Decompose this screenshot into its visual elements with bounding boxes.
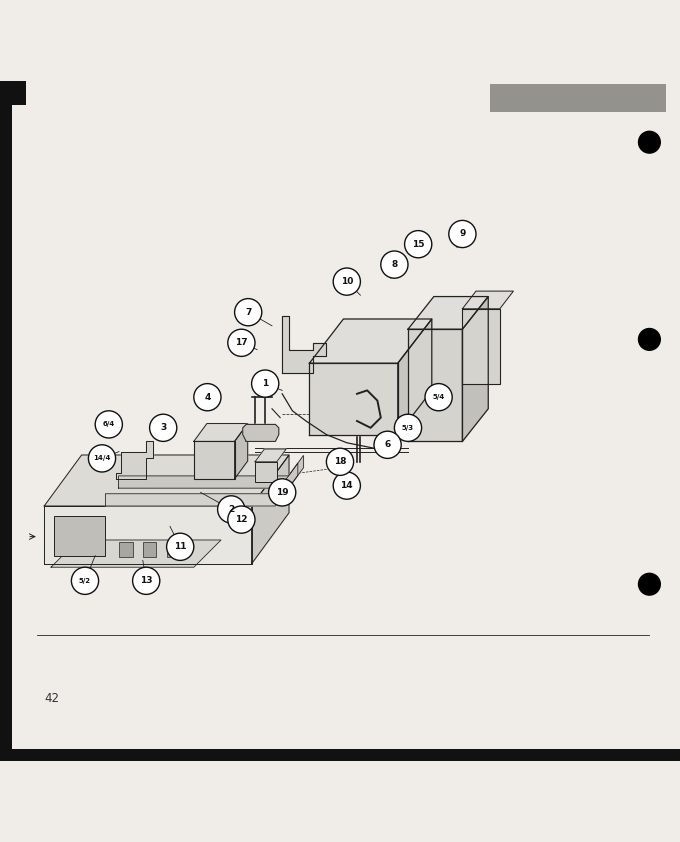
Text: 13: 13 [140, 576, 152, 585]
Circle shape [639, 573, 660, 595]
Polygon shape [462, 296, 488, 441]
Text: 6/4: 6/4 [103, 421, 115, 428]
Bar [255, 461, 277, 482]
Bar [462, 309, 500, 384]
Text: 15: 15 [412, 240, 424, 248]
Circle shape [228, 506, 255, 533]
Polygon shape [118, 456, 303, 488]
Circle shape [88, 445, 116, 472]
Text: 1: 1 [262, 379, 269, 388]
Circle shape [374, 431, 401, 458]
Text: 12: 12 [235, 515, 248, 524]
Polygon shape [398, 319, 432, 434]
Circle shape [333, 472, 360, 499]
Circle shape [394, 414, 422, 441]
Bar [54, 516, 105, 556]
Text: 6: 6 [384, 440, 391, 450]
Circle shape [194, 384, 221, 411]
Circle shape [218, 496, 245, 523]
Circle shape [405, 231, 432, 258]
Circle shape [133, 568, 160, 594]
Circle shape [326, 448, 354, 476]
Bar [194, 441, 235, 479]
Text: 14/4: 14/4 [93, 456, 111, 461]
Polygon shape [408, 329, 462, 441]
Circle shape [449, 221, 476, 248]
Circle shape [95, 411, 122, 438]
Polygon shape [235, 424, 248, 479]
Polygon shape [255, 449, 286, 461]
Text: 11: 11 [174, 542, 186, 552]
Circle shape [333, 268, 360, 296]
Bar [0, 749, 680, 761]
Polygon shape [282, 316, 326, 373]
Text: 5/4: 5/4 [432, 394, 445, 400]
Bar [119, 542, 133, 557]
Bar [143, 542, 156, 557]
Text: 7: 7 [245, 307, 252, 317]
Text: 2: 2 [228, 505, 235, 514]
Polygon shape [194, 424, 248, 441]
Polygon shape [243, 424, 279, 441]
Text: 18: 18 [334, 457, 346, 466]
Circle shape [167, 533, 194, 561]
Circle shape [228, 329, 255, 356]
Circle shape [235, 299, 262, 326]
Circle shape [252, 370, 279, 397]
Text: 8: 8 [391, 260, 398, 269]
Polygon shape [105, 463, 298, 506]
Bar [490, 84, 666, 112]
Polygon shape [44, 455, 289, 506]
Polygon shape [44, 506, 252, 564]
Bar [167, 542, 180, 557]
Text: 9: 9 [459, 230, 466, 238]
Circle shape [381, 251, 408, 278]
Text: 42: 42 [44, 692, 59, 706]
Polygon shape [51, 540, 221, 568]
Circle shape [269, 479, 296, 506]
Text: 17: 17 [235, 338, 248, 347]
Circle shape [425, 384, 452, 411]
Text: 4: 4 [204, 392, 211, 402]
Polygon shape [462, 291, 513, 309]
Circle shape [71, 568, 99, 594]
Circle shape [639, 328, 660, 350]
Circle shape [150, 414, 177, 441]
Text: 10: 10 [341, 277, 353, 286]
Text: 14: 14 [341, 481, 353, 490]
Text: 5/2: 5/2 [79, 578, 91, 584]
Text: 5/3: 5/3 [402, 425, 414, 431]
Polygon shape [309, 319, 432, 363]
Circle shape [639, 131, 660, 153]
Polygon shape [309, 363, 398, 434]
Text: 19: 19 [276, 488, 288, 497]
Polygon shape [116, 441, 153, 479]
Bar [0, 81, 26, 104]
Polygon shape [252, 455, 289, 564]
Text: 3: 3 [160, 424, 167, 432]
Circle shape [430, 394, 446, 410]
Polygon shape [408, 296, 488, 329]
Bar [0, 81, 12, 761]
